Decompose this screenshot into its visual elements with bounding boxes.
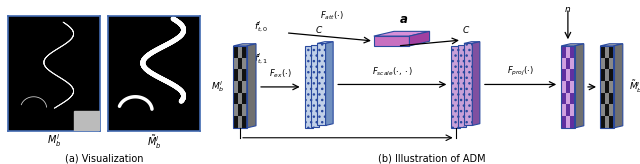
Polygon shape <box>614 44 623 128</box>
Text: $f_{t,0}^l$: $f_{t,0}^l$ <box>254 19 269 34</box>
Polygon shape <box>566 58 570 69</box>
Polygon shape <box>326 42 333 125</box>
Text: $F_{proj}(\cdot)$: $F_{proj}(\cdot)$ <box>507 65 534 78</box>
Polygon shape <box>561 93 566 104</box>
Polygon shape <box>243 81 247 93</box>
Text: $\boldsymbol{a}$: $\boldsymbol{a}$ <box>399 13 408 26</box>
Polygon shape <box>317 42 333 43</box>
Polygon shape <box>238 58 243 69</box>
Text: $F_{ex}(\cdot)$: $F_{ex}(\cdot)$ <box>269 68 292 80</box>
Polygon shape <box>243 104 247 116</box>
X-axis label: $\tilde{M}_b^l$: $\tilde{M}_b^l$ <box>147 133 161 151</box>
X-axis label: $M_b^l$: $M_b^l$ <box>47 133 61 149</box>
Polygon shape <box>570 58 575 69</box>
Polygon shape <box>600 93 605 104</box>
Polygon shape <box>561 81 566 93</box>
Text: $M_b^l$: $M_b^l$ <box>211 79 225 94</box>
Polygon shape <box>570 46 575 58</box>
Polygon shape <box>243 116 247 128</box>
Polygon shape <box>243 58 247 69</box>
Polygon shape <box>561 104 566 116</box>
Polygon shape <box>605 104 609 116</box>
Polygon shape <box>234 93 238 104</box>
Polygon shape <box>561 44 584 46</box>
Polygon shape <box>600 44 623 46</box>
Text: (a) Visualization: (a) Visualization <box>65 153 143 163</box>
Text: (b) Illustration of ADM: (b) Illustration of ADM <box>378 153 486 163</box>
Polygon shape <box>600 81 605 93</box>
Polygon shape <box>609 81 614 93</box>
Polygon shape <box>234 81 238 93</box>
Polygon shape <box>464 43 472 125</box>
Polygon shape <box>609 93 614 104</box>
Polygon shape <box>561 69 566 81</box>
Polygon shape <box>605 46 609 58</box>
Text: $F_{scale}(\cdot,\cdot)$: $F_{scale}(\cdot,\cdot)$ <box>372 65 413 78</box>
Polygon shape <box>605 81 609 93</box>
Text: $f_{t,1}^l$: $f_{t,1}^l$ <box>254 52 269 66</box>
Text: $\tilde{M}_b^l$: $\tilde{M}_b^l$ <box>629 79 640 95</box>
Polygon shape <box>234 44 256 46</box>
Polygon shape <box>605 116 609 128</box>
Polygon shape <box>234 58 238 69</box>
Polygon shape <box>609 104 614 116</box>
Polygon shape <box>238 104 243 116</box>
Polygon shape <box>566 93 570 104</box>
Polygon shape <box>464 42 480 43</box>
Polygon shape <box>238 93 243 104</box>
Polygon shape <box>374 36 410 46</box>
Polygon shape <box>570 69 575 81</box>
Polygon shape <box>234 46 238 58</box>
Polygon shape <box>570 81 575 93</box>
Polygon shape <box>600 104 605 116</box>
Polygon shape <box>74 111 100 131</box>
Text: $C$: $C$ <box>315 24 323 35</box>
Polygon shape <box>609 58 614 69</box>
Polygon shape <box>570 93 575 104</box>
Polygon shape <box>600 69 605 81</box>
Polygon shape <box>247 44 256 128</box>
Polygon shape <box>451 46 460 128</box>
Polygon shape <box>570 116 575 128</box>
Polygon shape <box>238 46 243 58</box>
Polygon shape <box>600 58 605 69</box>
Polygon shape <box>570 104 575 116</box>
Polygon shape <box>243 69 247 81</box>
Polygon shape <box>243 46 247 58</box>
Polygon shape <box>458 45 466 127</box>
Polygon shape <box>234 116 238 128</box>
Polygon shape <box>566 104 570 116</box>
Polygon shape <box>472 42 480 125</box>
Polygon shape <box>243 93 247 104</box>
Polygon shape <box>317 43 326 125</box>
Polygon shape <box>238 81 243 93</box>
Polygon shape <box>600 116 605 128</box>
Polygon shape <box>238 69 243 81</box>
Text: $n$: $n$ <box>564 5 572 14</box>
Polygon shape <box>605 69 609 81</box>
Polygon shape <box>410 31 429 46</box>
Polygon shape <box>561 46 566 58</box>
Polygon shape <box>609 116 614 128</box>
Polygon shape <box>238 116 243 128</box>
Polygon shape <box>566 46 570 58</box>
Polygon shape <box>609 46 614 58</box>
Polygon shape <box>234 104 238 116</box>
Polygon shape <box>305 46 313 128</box>
Polygon shape <box>311 45 319 127</box>
Polygon shape <box>561 116 566 128</box>
Text: $F_{att}(\cdot)$: $F_{att}(\cdot)$ <box>320 10 344 22</box>
Polygon shape <box>605 58 609 69</box>
Polygon shape <box>566 81 570 93</box>
Polygon shape <box>605 93 609 104</box>
Polygon shape <box>561 58 566 69</box>
Polygon shape <box>600 46 605 58</box>
Polygon shape <box>575 44 584 128</box>
Text: $C$: $C$ <box>462 24 470 35</box>
Polygon shape <box>374 31 429 36</box>
Polygon shape <box>609 69 614 81</box>
Polygon shape <box>566 116 570 128</box>
Polygon shape <box>566 69 570 81</box>
Polygon shape <box>234 69 238 81</box>
